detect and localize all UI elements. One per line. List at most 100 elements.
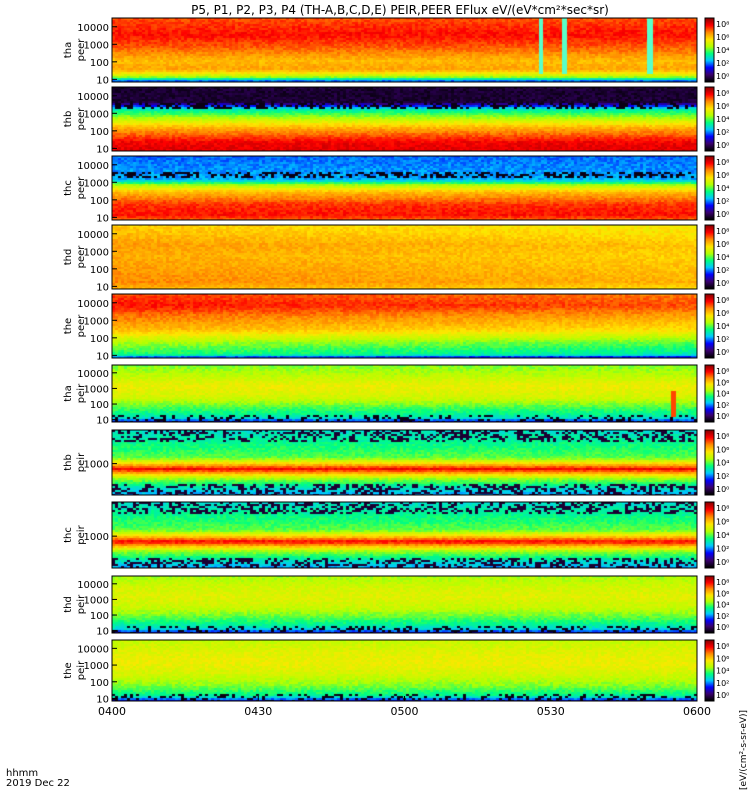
colorbar-thc-peir: 10⁸ 10⁶ 10⁴ 10² 10⁰ xyxy=(704,501,729,569)
colorbar-frame xyxy=(704,501,715,569)
y-tick-label: 100 xyxy=(90,611,109,622)
y-tick-label: 10 xyxy=(96,75,109,86)
y-tick-label: 100 xyxy=(90,58,109,69)
colorbar-tick-label: 10⁴ xyxy=(716,322,729,331)
time-label-date: 2019 Dec 22 xyxy=(6,778,70,789)
y-tick-label: 1000 xyxy=(84,460,109,471)
spectrogram-image xyxy=(112,87,697,151)
panel-frame xyxy=(111,155,698,221)
panel-frame xyxy=(111,501,698,569)
colorbar-tick-label: 10⁰ xyxy=(716,623,729,632)
colorbar-tick-label: 10² xyxy=(716,59,729,68)
colorbar-frame xyxy=(704,364,715,423)
panel-frame xyxy=(111,17,698,83)
colorbar-frame xyxy=(704,429,715,496)
colorbar-tick-label: 10⁴ xyxy=(716,46,729,55)
colorbar-gradient xyxy=(705,430,714,495)
colorbar-gradient xyxy=(705,365,714,422)
panel-label-instrument: peer xyxy=(76,38,87,62)
colorbar-tha-peer: 10⁸ 10⁶ 10⁴ 10² 10⁰ xyxy=(704,17,729,83)
x-tick-label: 0500 xyxy=(391,705,419,718)
spectrogram-panel-thb-peir: 1000 thb peir 10⁸ 10⁶ 10⁴ 10² 10⁰ xyxy=(63,429,729,496)
colorbar-tick-label: 10⁶ xyxy=(716,171,729,180)
colorbar-gradient xyxy=(705,225,714,289)
colorbar-gradient xyxy=(705,156,714,220)
spectrogram-panel-thb-peer: 10000 1000 100 10 thb peer 10⁸ 10⁶ 10⁴ 10² 10⁰ xyxy=(63,86,729,155)
y-tick-label: 10000 xyxy=(77,92,109,103)
chart-title: P5, P1, P2, P3, P4 (TH-A,B,C,D,E) PEIR,P… xyxy=(191,3,609,17)
panel-label-probe: the xyxy=(63,318,74,334)
panel-label-instrument: peir xyxy=(76,660,87,680)
panel-label-instrument: peir xyxy=(76,383,87,403)
colorbar-tick-label: 10⁰ xyxy=(716,279,729,288)
panel-label-instrument: peer xyxy=(76,107,87,131)
spectrogram-image xyxy=(112,502,697,568)
colorbar-tick-label: 10² xyxy=(716,335,729,344)
x-axis: 0400 0430 0500 0530 0600 xyxy=(98,696,711,718)
panel-label-probe: thc xyxy=(63,180,74,196)
spectrogram-image xyxy=(112,576,697,633)
panel-label-probe: thb xyxy=(63,454,74,471)
y-tick-label: 100 xyxy=(90,196,109,207)
colorbar-tick-label: 10⁶ xyxy=(716,654,729,663)
colorbar-frame xyxy=(704,17,715,83)
colorbar-tick-label: 10⁴ xyxy=(716,115,729,124)
colorbar-thb-peer: 10⁸ 10⁶ 10⁴ 10² 10⁰ xyxy=(704,86,729,152)
spectrogram-image xyxy=(112,294,697,358)
y-tick-label: 100 xyxy=(90,127,109,138)
spectrogram-image xyxy=(112,156,697,220)
colorbar-gradient xyxy=(705,294,714,358)
y-tick-label: 10 xyxy=(96,416,109,427)
colorbar-tha-peir: 10⁸ 10⁶ 10⁴ 10² 10⁰ xyxy=(704,364,729,423)
spectrogram-panel-thc-peir: 1000 thc peir 10⁸ 10⁶ 10⁴ 10² 10⁰ xyxy=(63,501,729,569)
y-tick-label: 10 xyxy=(96,694,109,705)
panel-frame xyxy=(111,293,698,359)
colorbar-tick-label: 10⁸ xyxy=(716,89,729,98)
spectrogram-panel-thc-peer: 10000 1000 100 10 thc peer 10⁸ 10⁶ 10⁴ 10² 10⁰ xyxy=(63,155,729,224)
y-tick-label: 10000 xyxy=(77,23,109,34)
colorbar-thd-peir: 10⁸ 10⁶ 10⁴ 10² 10⁰ xyxy=(704,575,729,634)
y-tick-label: 10000 xyxy=(77,230,109,241)
colorbar-tick-label: 10⁸ xyxy=(716,367,729,376)
y-tick-label: 10 xyxy=(96,627,109,638)
y-tick-label: 1000 xyxy=(84,532,109,543)
y-tick-label: 1000 xyxy=(84,40,109,51)
colorbar-thc-peer: 10⁸ 10⁶ 10⁴ 10² 10⁰ xyxy=(704,155,729,221)
colorbar-tick-label: 10⁴ xyxy=(716,184,729,193)
x-tick-label: 0430 xyxy=(244,705,272,718)
y-tick-label: 100 xyxy=(90,678,109,689)
spectrogram-image xyxy=(112,640,697,701)
spectrogram-panel-tha-peer: 10000 1000 100 10 tha peer 10⁸ 10⁶ 10⁴ 10² 10⁰ xyxy=(63,17,729,86)
panel-label-instrument: peer xyxy=(76,314,87,338)
spectrogram-panel-thd-peer: 10000 1000 100 10 thd peer 10⁸ 10⁶ 10⁴ 10² 10⁰ xyxy=(63,224,729,293)
colorbar-gradient xyxy=(705,640,714,701)
colorbar-tick-label: 10⁶ xyxy=(716,589,729,598)
colorbar-gradient xyxy=(705,87,714,151)
colorbar-tick-label: 10⁶ xyxy=(716,33,729,42)
x-tick-label: 0400 xyxy=(98,705,126,718)
y-tick-label: 1000 xyxy=(84,109,109,120)
colorbar-tick-label: 10⁸ xyxy=(716,432,729,441)
y-tick-label: 1000 xyxy=(84,384,109,395)
colorbar-tick-label: 10⁸ xyxy=(716,578,729,587)
panel-label-probe: thd xyxy=(63,596,74,613)
spectrogram-panel-the-peer: 10000 1000 100 10 the peer 10⁸ 10⁶ 10⁴ 10² 10⁰ xyxy=(63,293,729,362)
panel-label-probe: tha xyxy=(63,385,74,401)
colorbar-tick-label: 10⁶ xyxy=(716,102,729,111)
colorbar-frame xyxy=(704,224,715,290)
spectrogram-image xyxy=(112,225,697,289)
colorbar-tick-label: 10⁰ xyxy=(716,485,729,494)
colorbar-tick-label: 10⁰ xyxy=(716,72,729,81)
y-tick-label: 1000 xyxy=(84,316,109,327)
y-tick-label: 10000 xyxy=(77,299,109,310)
colorbar-tick-label: 10² xyxy=(716,612,729,621)
y-tick-label: 10 xyxy=(96,351,109,362)
colorbar-tick-label: 10² xyxy=(716,679,729,688)
panel-label-instrument: peer xyxy=(76,245,87,269)
panel-label-instrument: peir xyxy=(76,524,87,544)
colorbar-thd-peer: 10⁸ 10⁶ 10⁴ 10² 10⁰ xyxy=(704,224,729,290)
y-tick-label: 10 xyxy=(96,282,109,293)
colorbar-tick-label: 10² xyxy=(716,401,729,410)
